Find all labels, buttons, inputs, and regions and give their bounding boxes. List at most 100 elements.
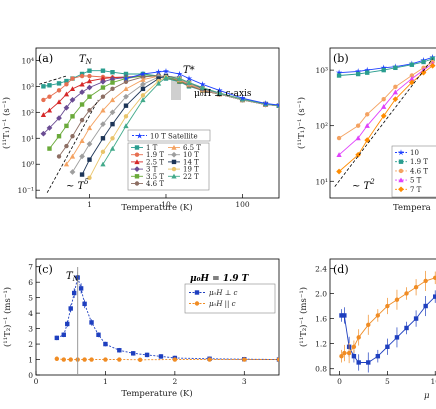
series-b-7 [336,62,436,175]
tick-label-c-y: 0 [28,371,33,380]
data-point-a-10-t [69,169,76,175]
legend-a-marker-3-t [134,166,140,172]
series-line-d-h-c [341,277,436,357]
data-point-a-14-t [110,121,115,127]
tick-label-d-y: 2.0 [315,289,327,298]
data-point-b-10 [364,66,371,73]
legend-a-marker-6-5-t [171,144,177,150]
data-point-a-1-9-t [79,73,85,79]
data-point-d-h-c [394,335,400,340]
data-point-a-10-t [79,153,85,160]
tn-label-c: T [66,271,74,282]
tick-label-b-y: 10² [315,122,328,131]
data-point-a-10-t [109,109,116,116]
guide-line-t2 [334,58,433,187]
data-point-d-h-c [356,360,361,365]
data-point-d-h-c [342,313,347,318]
legend-b-marker-5-t [398,177,404,183]
data-point-a-1-9-t [41,97,46,103]
legend-b-label-5-t: 5 T [410,177,422,185]
legend-a-title-marker: ★ [136,132,143,141]
data-point-a-2-5-t [56,99,62,105]
data-point-c-h-c [276,357,279,362]
tick-label-d-y: 1.2 [315,340,327,349]
data-point-a-6-5-t [100,107,106,113]
data-point-c-h-c [172,357,178,362]
data-point-a-1-9-t [56,88,62,93]
data-point-d-h-c [423,278,428,284]
data-point-c-h-c [54,335,60,341]
legend-b-marker-4-6-t [398,168,404,174]
legend-a-marker-22-t [171,173,177,179]
data-point-a-6-5-t [123,86,129,92]
data-point-d-h-c [423,303,428,309]
panel-c-frame [35,258,280,376]
data-point-b-4-6 [409,73,415,78]
guide-line-t5 [46,99,99,193]
data-point-c-h-c [89,357,94,362]
data-point-a-3-t [40,130,47,137]
data-point-a-3-t [46,125,53,131]
data-point-a-10-t-satellite [239,94,246,101]
series-d-h-c [339,290,436,373]
data-point-b-10 [380,64,387,71]
tick-label-d-x: 10 [430,377,436,386]
data-point-c-h-c [103,357,108,362]
data-point-a-1-9-t [87,73,92,79]
legend-b-label-7-t: 7 T [410,186,422,194]
legend-b-marker-10 [397,149,405,156]
legend-a-marker-2-5-t [134,159,140,165]
data-point-b-7 [336,168,342,175]
data-point-a-6-5-t [63,161,70,167]
data-point-c-h-c [61,357,66,362]
data-point-c-h-c [103,341,108,347]
data-point-a-2-5-t [100,75,106,81]
data-point-b-1-9 [355,71,361,77]
data-point-c-h-c [71,290,77,296]
data-point-b-4-6 [393,84,398,90]
data-point-b-5 [392,89,399,95]
data-point-c-h-c [78,286,84,291]
data-point-a-3-5-t [47,146,52,151]
power-law-a-base: ~ T [66,181,86,192]
data-point-b-1-9 [336,73,342,78]
data-point-a-10-t [86,141,93,147]
data-point-c-h-c [96,332,101,337]
tick-label-c-x: 2 [172,377,177,386]
tn-sub-a: N [85,58,93,66]
xlabel-b: Tempera [393,203,431,213]
data-point-a-3-t [79,89,85,95]
tick-label-a-y: 10³ [21,82,34,91]
data-point-a-1-t [87,68,92,73]
data-point-a-1-t [123,71,129,77]
data-point-d-h-c [375,313,381,318]
data-point-d-h-c [413,316,419,321]
tick-label-c-y: 6 [28,278,33,287]
data-point-c-h-c [54,356,60,361]
guide-line-tn [39,75,67,85]
legend-a-label-1-t: 1 T [146,144,158,152]
ylabel-d: (¹¹T₂)⁻¹ (ms⁻¹) [298,287,309,347]
data-point-a-2-5-t [69,86,76,92]
tstar-shade [171,76,181,100]
legend-a-label-6-5-t: 6.5 T [183,144,201,152]
data-point-c-h-c [82,301,87,307]
data-point-b-7 [408,79,415,86]
field-annotation-c: μ₀H = 1.9 T [190,274,250,284]
data-point-b-7 [420,69,427,76]
data-point-a-22-t [216,90,223,96]
data-point-a-10-t-satellite [155,68,162,75]
data-point-a-19-t [140,93,146,98]
legend-a-marker-1-t [134,145,140,150]
data-point-a-3-t [56,115,62,121]
data-point-c-h-c [89,320,94,325]
xlabel-a: Temperature (K) [121,202,192,213]
data-point-a-4-6-t [79,117,85,123]
tick-label-a-x: 100 [235,200,250,209]
data-point-a-6-5-t [86,125,93,131]
data-point-b-7 [392,96,399,103]
power-law-b-exp: 2 [369,178,375,186]
data-point-a-2-5-t [79,81,85,87]
tick-label-d-y: 1.6 [315,315,327,324]
